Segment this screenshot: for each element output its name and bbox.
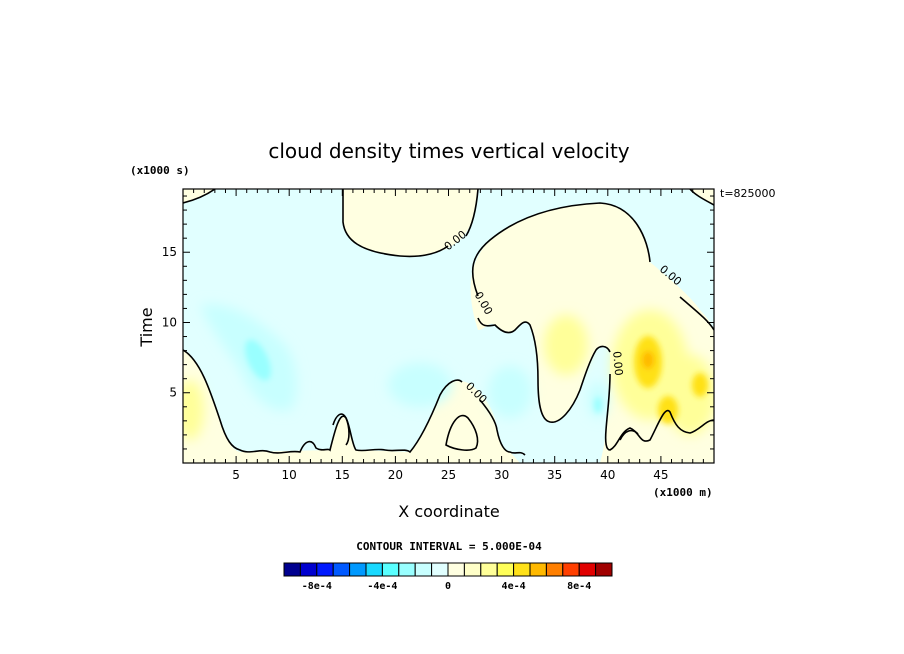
colorbar-tick-label: -4e-4 xyxy=(367,581,397,592)
colorbar-tick-labels: -8e-4 -4e-4 0 4e-4 8e-4 xyxy=(302,581,592,592)
x-tick-label: 10 xyxy=(282,468,297,482)
colorbar-swatch xyxy=(414,562,433,577)
x-tick-label: 5 xyxy=(232,468,240,482)
x-tick-label: 35 xyxy=(547,468,562,482)
x-tick-label: 20 xyxy=(388,468,403,482)
colorbar-swatch xyxy=(332,562,351,577)
tick-labels: 5 10 15 20 25 30 35 40 45 5 10 15 xyxy=(162,245,669,482)
colorbar-swatch xyxy=(381,562,400,577)
colorbar-swatch xyxy=(299,562,318,577)
colorbar-swatch xyxy=(283,562,301,577)
colorbar-swatch xyxy=(447,562,465,577)
colorbar-swatch xyxy=(529,562,547,577)
x-tick-label: 45 xyxy=(653,468,668,482)
colorbar-tick-label: 4e-4 xyxy=(502,581,526,592)
neg-min-2 xyxy=(594,397,602,413)
y-unit-label: (x1000 s) xyxy=(130,164,190,177)
zero-contours xyxy=(183,189,714,456)
x-tick-label: 30 xyxy=(494,468,509,482)
neg-blob-mid xyxy=(388,363,452,407)
colorbar-swatch xyxy=(562,562,580,577)
x-tick-label: 40 xyxy=(600,468,615,482)
time-label: t=825000 xyxy=(720,187,776,200)
contour-interval-label: CONTOUR INTERVAL = 5.000E-04 xyxy=(356,540,542,553)
colorbar-swatch xyxy=(398,562,416,577)
colorbar-tick-label: -8e-4 xyxy=(302,581,332,592)
colorbar-swatch xyxy=(578,562,597,577)
chart-title: cloud density times vertical velocity xyxy=(268,139,629,163)
colorbar-swatch xyxy=(496,562,515,577)
colorbar-swatch xyxy=(463,562,482,577)
contour-label: 0.00 xyxy=(610,351,625,377)
colorbar xyxy=(283,562,613,577)
y-axis-title: Time xyxy=(137,307,156,347)
colorbar-swatch xyxy=(316,562,334,577)
colorbar-swatch xyxy=(513,562,531,577)
positive-hill xyxy=(446,416,477,448)
colorbar-swatch xyxy=(480,562,498,577)
pos-blob-1 xyxy=(544,315,588,375)
y-tick-label: 10 xyxy=(162,315,177,329)
positive-region-surface xyxy=(183,350,520,463)
colorbar-swatch xyxy=(365,562,383,577)
colorbar-tick-label: 0 xyxy=(445,581,451,592)
x-unit-label: (x1000 m) xyxy=(653,486,713,499)
x-tick-label: 15 xyxy=(335,468,350,482)
neg-blob-mid2 xyxy=(488,366,532,418)
positive-region-upper xyxy=(343,189,478,257)
colorbar-swatch xyxy=(595,562,613,577)
neg-min xyxy=(245,339,271,381)
x-axis-title: X coordinate xyxy=(398,502,499,521)
positive-region-topleft xyxy=(183,189,215,203)
axis-ticks xyxy=(183,189,714,463)
colorbar-swatch xyxy=(349,562,367,577)
colorbar-tick-label: 8e-4 xyxy=(567,581,591,592)
y-tick-label: 15 xyxy=(162,245,177,259)
pos-max xyxy=(642,351,654,369)
y-tick-label: 5 xyxy=(169,386,177,400)
field: 0.00 0.00 0.00 0.00 0.00 xyxy=(183,189,714,463)
colorbar-swatch xyxy=(545,562,564,577)
pos-blob-4 xyxy=(183,380,204,440)
colorbar-swatch xyxy=(431,562,449,577)
x-tick-label: 25 xyxy=(441,468,456,482)
pos-blob-7 xyxy=(692,373,708,397)
pos-blob-3 xyxy=(664,355,714,435)
